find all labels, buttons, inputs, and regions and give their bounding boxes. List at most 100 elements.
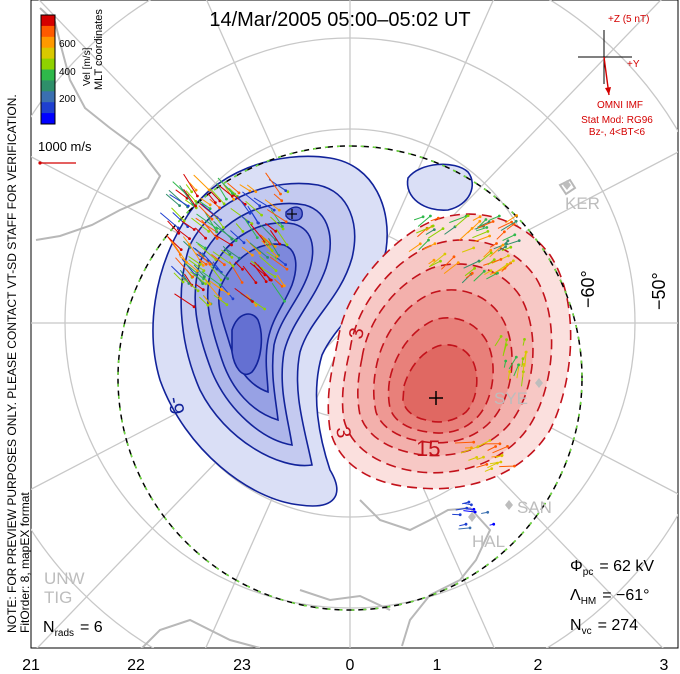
velocity-vector (274, 278, 283, 287)
velocity-vector-origin (432, 258, 436, 262)
velocity-vector-origin (222, 202, 226, 206)
velocity-vector-origin (499, 335, 503, 338)
velocity-vector-origin (187, 282, 191, 285)
velocity-vector-origin (514, 219, 518, 223)
velocity-vector-origin (512, 259, 515, 263)
velocity-vector-origin (260, 213, 263, 217)
velocity-vector (472, 230, 489, 239)
velocity-vector-origin (285, 267, 289, 271)
velocity-vector-origin (182, 219, 186, 223)
velocity-vector (227, 182, 240, 194)
contour-label-positive-2: 3 (331, 425, 355, 440)
velocity-vector (486, 272, 498, 280)
velocity-vector (273, 193, 283, 202)
velocity-vector (179, 185, 194, 205)
velocity-vector (443, 262, 459, 274)
velocity-vector (416, 225, 434, 234)
velocity-vector-origin (215, 227, 219, 230)
velocity-vector-origin (237, 256, 241, 260)
velocity-vector-origin (491, 220, 495, 223)
velocity-vector (216, 182, 227, 200)
velocity-vector (261, 267, 276, 278)
velocity-vector-origin (230, 255, 234, 259)
colorbar-swatch (41, 15, 55, 27)
velocity-vector-origin (494, 445, 497, 448)
velocity-vector (179, 256, 198, 272)
velocity-vector (245, 238, 261, 254)
velocity-vector-origin (240, 281, 244, 284)
velocity-vector-origin (218, 206, 222, 210)
velocity-vector-origin (284, 220, 288, 224)
velocity-vector-origin (488, 439, 492, 442)
velocity-vector-origin (285, 243, 289, 247)
velocity-vector (266, 209, 287, 223)
velocity-vector-origin (201, 288, 205, 292)
velocity-vector (242, 191, 261, 207)
site-label-san: SAN (517, 498, 552, 517)
velocity-vector (441, 256, 455, 270)
velocity-vector (444, 226, 456, 235)
velocity-vector (506, 223, 515, 230)
velocity-vector (489, 244, 504, 258)
velocity-vector (425, 229, 435, 236)
nrads-stat: Nrads = 6 (43, 619, 103, 639)
velocity-vector-origin (237, 191, 241, 195)
velocity-vector (234, 287, 253, 302)
velocity-vector-origin (475, 456, 479, 459)
velocity-vector (228, 187, 238, 197)
velocity-vector (487, 462, 498, 469)
colorbar-swatch (41, 69, 55, 81)
velocity-vector (260, 224, 276, 241)
velocity-vector-origin (286, 190, 290, 194)
velocity-vector (236, 195, 251, 214)
velocity-vector-origin (215, 237, 219, 240)
velocity-vector-origin (266, 256, 269, 259)
velocity-vector-origin (521, 357, 525, 361)
velocity-vector-origin (231, 297, 235, 301)
phi-pc-stat: Φpc = 62 kV (570, 558, 654, 578)
hm-boundary-green (117, 145, 583, 611)
velocity-vector (175, 257, 194, 278)
velocity-vector (500, 220, 517, 232)
velocity-vector (250, 223, 265, 242)
velocity-vector (524, 351, 527, 367)
velocity-vector-origin (509, 245, 513, 249)
velocity-vector (270, 209, 283, 227)
site-label-sye: SYE (494, 389, 528, 408)
velocity-vectors (159, 172, 528, 530)
velocity-vector (201, 219, 218, 239)
velocity-vector (245, 200, 262, 216)
velocity-vector (194, 227, 206, 239)
velocity-vector (275, 256, 286, 266)
velocity-vector (249, 242, 268, 258)
site-label-unw: UNW (44, 569, 85, 588)
velocity-vector-origin (473, 510, 477, 514)
velocity-vector (501, 262, 511, 272)
colorbar-swatch (41, 113, 55, 125)
velocity-vector (483, 249, 492, 258)
velocity-vector (218, 184, 233, 197)
velocity-vector (499, 465, 515, 468)
velocity-vector-origin (439, 259, 442, 263)
coastlines (35, 7, 577, 648)
velocity-vector (476, 227, 487, 232)
potential-min-marker (287, 209, 297, 219)
velocity-vector-origin (514, 355, 518, 359)
velocity-vector-origin (476, 445, 480, 449)
velocity-vector-origin (504, 343, 508, 347)
velocity-vector-origin (214, 201, 217, 205)
velocity-vector-origin (492, 258, 496, 261)
velocity-vector (488, 215, 500, 222)
velocity-vector-origin (478, 215, 482, 219)
velocity-vector (454, 215, 469, 227)
velocity-vector-origin (523, 338, 526, 341)
velocity-vector (248, 207, 259, 224)
velocity-vector-origin (503, 230, 506, 234)
stats-block: Φpc = 62 kV ΛHM = −61° Nvc = 274 Nrads = 6 (43, 558, 654, 639)
velocity-vector-origin (254, 304, 258, 307)
velocity-vector-origin (432, 228, 436, 232)
velocity-vector-origin (231, 192, 234, 195)
velocity-vector-origin (176, 226, 180, 230)
velocity-vector-origin (231, 264, 235, 268)
